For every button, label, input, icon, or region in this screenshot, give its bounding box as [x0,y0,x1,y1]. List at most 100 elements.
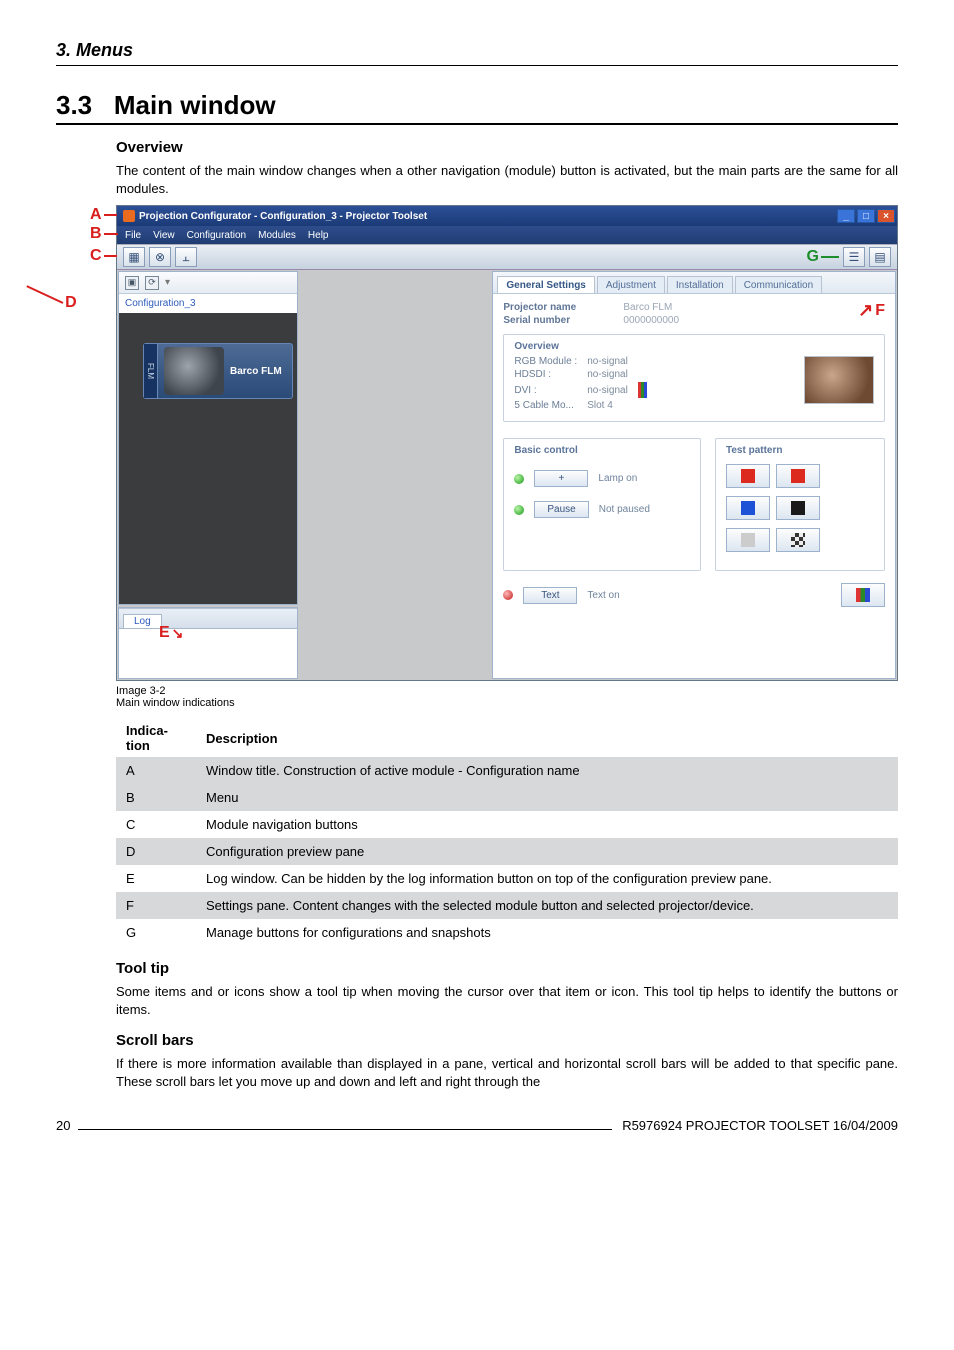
callout-D: D [23,294,77,312]
settings-pane: Projector name Barco FLM Serial number 0… [493,294,895,678]
rgb-bars-icon [638,382,780,398]
test-pattern-panel: Test pattern [715,438,885,571]
projector-card[interactable]: FLM Barco FLM [143,343,293,399]
th-indication: Indica- tion [116,719,196,757]
tab-communication[interactable]: Communication [735,276,822,293]
pause-led-icon [514,505,524,515]
preview-icon[interactable]: ▣ [125,276,139,290]
table-row: AWindow title. Construction of active mo… [116,757,898,784]
callout-E: E↘ [159,624,183,642]
section-rule [56,123,898,125]
pattern-grey-button[interactable] [726,528,770,552]
menu-configuration[interactable]: Configuration [187,230,246,241]
table-row: FSettings pane. Content changes with the… [116,892,898,919]
basic-control-panel: Basic control + Lamp on Pause Not pause [503,438,701,571]
projector-name: Barco FLM [230,366,282,377]
nav-button-2[interactable]: ⊗ [149,247,171,267]
log-pane: E↘ [119,628,297,672]
pause-button[interactable]: Pause [534,501,588,518]
pause-status: Not paused [599,504,650,515]
preview-pane: FLM Barco FLM [119,313,297,604]
pattern-black-button[interactable] [776,496,820,520]
table-row: CModule navigation buttons [116,811,898,838]
basic-control-title: Basic control [514,445,690,456]
ov-k2: DVI : [514,385,577,396]
lamp-button[interactable]: + [534,470,588,487]
ov-k3: 5 Cable Mo... [514,400,577,411]
image-number: Image 3-2 [116,685,898,697]
ov-v2: no-signal [587,385,628,396]
menu-view[interactable]: View [153,230,175,241]
lamp-led-icon [514,474,524,484]
tab-installation[interactable]: Installation [667,276,733,293]
footer-doc-id: R5976924 PROJECTOR TOOLSET 16/04/2009 [622,1118,898,1133]
app-icon [123,210,135,222]
callout-B: B [90,225,118,243]
text-led-icon [503,590,513,600]
overview-heading: Overview [116,139,898,156]
callout-C: C [90,247,118,265]
section-name: Main window [114,90,276,120]
tab-general[interactable]: General Settings [497,276,594,293]
ov-v3: Slot 4 [587,400,628,411]
pattern-blue-button[interactable] [726,496,770,520]
scrollbars-text: If there is more information available t… [116,1055,898,1090]
ov-k0: RGB Module : [514,356,577,367]
toolbar: ▦ ⊗ ⫠ G ☰ ▤ [117,244,897,270]
callout-G: G [807,248,839,266]
chapter-header: 3. Menus [56,40,898,61]
callout-A: A [90,206,118,224]
preview-thumb [804,356,874,404]
ov-v1: no-signal [587,369,628,380]
minimize-button[interactable]: _ [837,209,855,223]
overview-text: The content of the main window changes w… [116,162,898,197]
page-number: 20 [56,1118,70,1133]
menu-file[interactable]: File [125,230,141,241]
tab-adjustment[interactable]: Adjustment [597,276,665,293]
pattern-checker-button[interactable] [776,528,820,552]
manage-config-button[interactable]: ☰ [843,247,865,267]
test-pattern-title: Test pattern [726,445,874,456]
overview-panel-title: Overview [514,341,874,352]
close-button[interactable]: × [877,209,895,223]
scrollbars-heading: Scroll bars [116,1032,898,1049]
serial-label: Serial number [503,315,613,326]
table-row: ELog window. Can be hidden by the log in… [116,865,898,892]
pattern-red-button[interactable] [726,464,770,488]
window-titlebar: Projection Configurator - Configuration_… [117,206,897,226]
pattern-red2-button[interactable] [776,464,820,488]
overview-panel: Overview RGB Module :no-signal HDSDI :no… [503,334,885,422]
nav-button-3[interactable]: ⫠ [175,247,197,267]
nav-button-1[interactable]: ▦ [123,247,145,267]
section-number: 3.3 [56,90,92,120]
table-row: GManage buttons for configurations and s… [116,919,898,946]
menu-modules[interactable]: Modules [258,230,296,241]
manage-snapshot-button[interactable]: ▤ [869,247,891,267]
projector-name-label: Projector name [503,302,613,313]
log-tab[interactable]: Log [123,614,162,628]
preview-refresh-icon[interactable]: ⟳ [145,276,159,290]
projector-icon [164,347,224,395]
preview-header: ▣ ⟳ ▾ D [119,272,297,294]
lamp-status: Lamp on [598,473,637,484]
projector-name-value: Barco FLM [623,302,672,313]
callout-F: ↗F [858,300,885,321]
indications-table: Indica- tion Description AWindow title. … [116,719,898,946]
image-caption: Main window indications [116,697,898,709]
ov-v0: no-signal [587,356,628,367]
text-button[interactable]: Text [523,587,577,604]
page-footer: 20 R5976924 PROJECTOR TOOLSET 16/04/2009 [56,1118,898,1133]
tooltip-text: Some items and or icons show a tool tip … [116,983,898,1018]
flm-badge: FLM [144,344,158,398]
tooltip-heading: Tool tip [116,960,898,977]
menubar: File View Configuration Modules Help [117,226,897,244]
header-rule [56,65,898,66]
text-status: Text on [587,590,619,601]
screenshot-window: Projection Configurator - Configuration_… [116,205,898,681]
maximize-button[interactable]: □ [857,209,875,223]
menu-help[interactable]: Help [308,230,329,241]
configuration-link[interactable]: Configuration_3 [119,294,297,313]
th-description: Description [196,719,898,757]
pattern-bars-button[interactable] [841,583,885,607]
window-title: Projection Configurator - Configuration_… [139,211,837,222]
